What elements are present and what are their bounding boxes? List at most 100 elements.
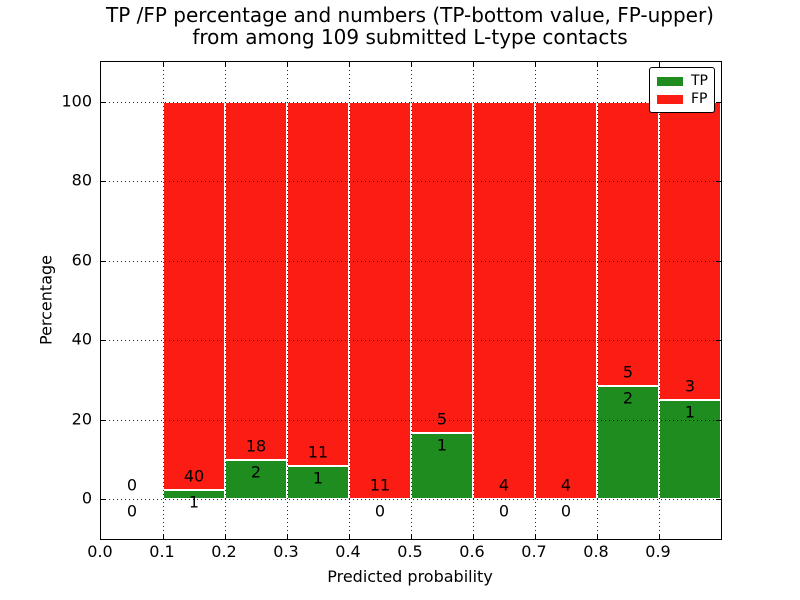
x-tick-mark-bottom: [163, 534, 164, 539]
annotation-tp-count: 0: [498, 501, 510, 521]
plot-area: 0 0 40 1 18 2 11 1 11 0 5 1 4 0 4 0 5 2 3 1 TP FP: [100, 61, 722, 540]
x-tick-label-0.1: 0.1: [149, 542, 175, 561]
y-tick-mark-right: [716, 260, 721, 262]
x-tick-mark-bottom: [597, 534, 598, 539]
annotation-fp-count: 11: [307, 442, 329, 462]
bar-segment-tp: [225, 459, 287, 500]
annotation-fp-count: 40: [183, 466, 205, 486]
y-tick-mark-right: [716, 101, 721, 103]
y-tick-mark-left: [101, 340, 106, 342]
y-tick-mark-left: [101, 181, 106, 183]
chart-title-line2: from among 109 submitted L-type contacts: [192, 25, 628, 49]
x-tick-mark-top: [225, 62, 226, 67]
annotation-tp-count: 1: [436, 435, 448, 455]
bar-segment-fp: [411, 101, 473, 433]
x-tick-mark-top: [535, 62, 536, 67]
gridline-x-0.7: [535, 62, 536, 539]
bar-segment-fp: [349, 101, 411, 500]
annotation-tp-count: 1: [684, 402, 696, 422]
legend: TP FP: [649, 67, 715, 113]
x-tick-mark-bottom: [473, 534, 474, 539]
tp-color-swatch: [657, 76, 683, 86]
y-tick-mark-right: [716, 419, 721, 421]
y-tick-mark-right: [716, 340, 721, 342]
x-tick-mark-bottom: [287, 534, 288, 539]
x-tick-label-0.2: 0.2: [211, 542, 237, 561]
annotation-fp-count: 4: [560, 475, 572, 495]
gridline-x-0.6: [473, 62, 474, 539]
annotation-fp-count: 5: [436, 409, 448, 429]
annotation-fp-count: 5: [622, 362, 634, 382]
x-tick-mark-bottom: [225, 534, 226, 539]
gridline-x-0.4: [349, 62, 350, 539]
x-tick-label-0.7: 0.7: [521, 542, 547, 561]
x-tick-mark-top: [163, 62, 164, 67]
y-tick-label-80: 80: [71, 170, 92, 190]
y-tick-mark-left: [101, 419, 106, 421]
annotation-fp-count: 0: [126, 475, 138, 495]
x-tick-mark-top: [597, 62, 598, 67]
y-axis-label: Percentage: [36, 254, 56, 346]
y-tick-label-40: 40: [71, 329, 92, 349]
x-tick-label-0.6: 0.6: [459, 542, 485, 561]
y-tick-label-20: 20: [71, 409, 92, 429]
x-tick-mark-bottom: [349, 534, 350, 539]
bar-segment-fp: [287, 101, 349, 467]
x-tick-mark-top: [659, 62, 660, 67]
x-tick-mark-bottom: [411, 534, 412, 539]
y-tick-mark-left: [101, 260, 106, 262]
legend-label-tp: TP: [691, 73, 708, 89]
x-tick-mark-top: [411, 62, 412, 67]
bar-segment-fp: [473, 101, 535, 500]
gridline-x-0.8: [597, 62, 598, 539]
annotation-tp-count: 0: [126, 501, 138, 521]
fp-color-swatch: [657, 94, 683, 104]
annotation-fp-count: 11: [369, 475, 391, 495]
x-tick-mark-bottom: [535, 534, 536, 539]
annotation-fp-count: 18: [245, 436, 267, 455]
bar-segment-tp: [411, 432, 473, 500]
y-tick-label-0: 0: [81, 488, 92, 508]
gridline-x-0.2: [225, 62, 226, 539]
x-axis-label: Predicted probability: [327, 567, 493, 586]
annotation-tp-count: 1: [188, 492, 200, 512]
x-tick-mark-top: [349, 62, 350, 67]
gridline-x-0.1: [163, 62, 164, 539]
gridline-x-0.3: [287, 62, 288, 539]
x-tick-label-0.5: 0.5: [397, 542, 423, 561]
legend-label-fp: FP: [691, 91, 708, 107]
x-tick-mark-top: [287, 62, 288, 67]
bar-segment-fp: [163, 101, 225, 490]
y-tick-label-60: 60: [71, 250, 92, 270]
bar-segment-fp: [659, 101, 721, 400]
y-tick-mark-right: [716, 499, 721, 501]
y-tick-mark-left: [101, 499, 106, 501]
x-tick-label-0.4: 0.4: [335, 542, 361, 561]
y-tick-mark-left: [101, 101, 106, 103]
annotation-tp-count: 0: [374, 501, 386, 521]
x-tick-label-0.8: 0.8: [583, 542, 609, 561]
gridline-x-0.5: [411, 62, 412, 539]
bar-segment-fp: [535, 101, 597, 500]
annotation-fp-count: 4: [498, 475, 510, 495]
y-tick-mark-right: [716, 181, 721, 183]
x-tick-mark-bottom: [659, 534, 660, 539]
bar-segment-fp: [225, 101, 287, 460]
chart-title-line1: TP /FP percentage and numbers (TP-bottom…: [106, 3, 714, 27]
x-tick-mark-top: [473, 62, 474, 67]
bar-segment-fp: [597, 101, 659, 386]
x-tick-label-0.3: 0.3: [273, 542, 299, 561]
legend-item-tp: TP: [657, 73, 708, 89]
annotation-tp-count: 1: [312, 468, 324, 488]
annotation-tp-count: 2: [622, 388, 634, 408]
annotation-tp-count: 2: [250, 462, 262, 481]
annotation-fp-count: 3: [684, 376, 696, 396]
annotation-tp-count: 0: [560, 501, 572, 521]
chart-title: TP /FP percentage and numbers (TP-bottom…: [100, 4, 720, 48]
bar-segment-tp: [597, 385, 659, 500]
y-tick-label-100: 100: [61, 91, 92, 111]
x-tick-label-0.0: 0.0: [87, 542, 113, 561]
gridline-x-0.9: [659, 62, 660, 539]
x-tick-label-0.9: 0.9: [645, 542, 671, 561]
